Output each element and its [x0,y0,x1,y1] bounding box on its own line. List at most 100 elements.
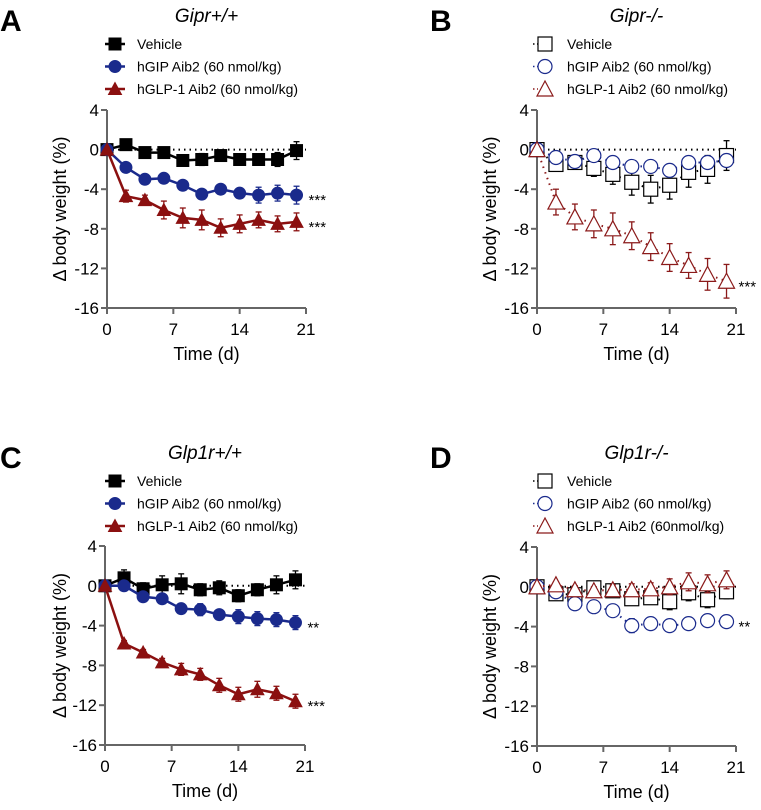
data-point [116,635,132,650]
data-point [679,256,698,274]
data-point [699,592,716,608]
data-point [214,182,228,196]
series-triangle [528,570,736,599]
data-point [718,152,735,169]
data-point [662,618,678,634]
data-point [288,573,302,587]
data-point [154,654,170,669]
x-tick-label: 7 [599,320,608,339]
panel-letter: B [430,5,452,38]
legend-marker [536,79,554,97]
data-point [271,153,285,166]
y-tick-label: -12 [74,259,99,278]
x-tick-label: 21 [296,757,315,776]
data-point [643,181,659,197]
y-tick-label: -12 [504,259,529,278]
data-point [250,612,264,626]
x-tick-label: 0 [100,757,109,776]
data-point [567,153,583,170]
data-point [155,578,169,592]
panel-title: Glp1r-/- [604,443,668,464]
y-tick-label: -8 [514,220,529,239]
data-point [270,216,285,230]
legend-item: hGIP Aib2 (60 nmol/kg) [533,496,711,512]
legend-item: hGLP-1 Aib2 (60 nmol/kg) [533,79,728,97]
series-circle: ** [98,579,319,637]
data-point [138,146,152,160]
data-point [528,140,546,158]
data-point [717,271,736,289]
y-tick-label: -4 [514,618,529,637]
data-point [212,608,226,622]
series-triangle: *** [97,578,325,715]
data-point [624,174,640,190]
panel-a: A Gipr+/+ Vehicle hGIP Aib2 (60 nmol/kg) hGL… [0,5,326,364]
significance-label: ** [307,620,319,637]
data-point [288,693,303,708]
data-point [699,154,716,171]
data-point [622,226,641,244]
data-point [193,583,207,597]
data-point [565,580,584,598]
series-circle: ** [529,579,750,636]
y-tick-label: -16 [504,299,529,318]
data-point [252,188,266,202]
y-axis-label: Δ body weight (%) [50,573,70,718]
data-point [231,610,245,624]
data-point [156,202,172,216]
data-point [176,153,190,167]
y-tick-label: -4 [84,180,99,199]
data-point [584,214,603,232]
data-point [233,186,247,200]
data-point [119,160,133,174]
data-point [138,172,152,186]
data-point [175,210,191,224]
x-tick-label: 14 [660,758,679,777]
significance-label: *** [309,192,327,209]
y-tick-label: -8 [82,656,97,675]
data-point [718,614,735,630]
legend-marker [537,495,553,512]
data-point [195,153,209,166]
data-point [528,577,546,595]
legend-item: Vehicle [105,36,182,52]
data-point [211,677,227,692]
data-point [97,578,113,592]
y-tick-label: 4 [88,537,97,556]
x-tick-label: 0 [102,320,111,339]
data-point [717,570,736,588]
x-axis-label: Time (d) [603,344,669,364]
y-tick-label: -4 [514,180,529,199]
x-axis-label: Time (d) [603,782,669,802]
y-tick-label: 4 [520,538,529,557]
legend-marker [536,516,554,534]
x-tick-label: 14 [229,757,248,776]
data-point [605,154,621,171]
data-point [699,613,716,629]
legend-label: hGIP Aib2 (60 nmol/kg) [137,496,281,512]
data-point [565,207,584,225]
data-point [269,578,283,592]
data-point [250,583,264,597]
data-point [641,579,660,597]
data-point [681,154,697,171]
data-point [194,212,210,226]
legend-marker [108,474,122,488]
y-tick-label: 4 [520,101,529,120]
y-axis-label: Δ body weight (%) [480,574,500,719]
legend-item: hGIP Aib2 (60 nmol/kg) [533,59,711,75]
y-tick-label: -16 [74,299,99,318]
data-point [118,188,134,203]
data-point [622,580,641,598]
data-point [213,220,229,234]
panel-c: C Glp1r+/+ Vehicle hGIP Aib2 (60 nmol/kg) hG… [0,442,325,801]
legend-label: hGLP-1 Aib2 (60 nmol/kg) [137,81,298,97]
data-point [195,187,209,201]
y-axis-label: Δ body weight (%) [480,136,500,281]
data-point [250,681,265,696]
legend-item: hGIP Aib2 (60 nmol/kg) [105,496,281,512]
data-point [231,589,245,603]
legend-item: hGLP-1 Aib2 (60nmol/kg) [533,516,724,534]
x-tick-label: 7 [599,758,608,777]
